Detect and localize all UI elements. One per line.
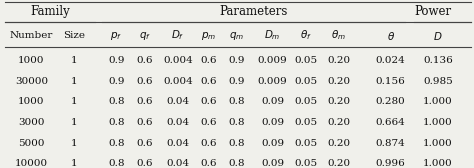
Text: 0.6: 0.6 [201, 77, 217, 86]
Text: 0.004: 0.004 [163, 77, 193, 86]
Text: 0.6: 0.6 [201, 139, 217, 148]
Text: 0.8: 0.8 [108, 118, 125, 127]
Text: 0.985: 0.985 [423, 77, 453, 86]
Text: 1.000: 1.000 [423, 159, 453, 168]
Text: $p_f$: $p_f$ [110, 30, 122, 41]
Text: 0.136: 0.136 [423, 56, 453, 65]
Text: 0.6: 0.6 [201, 97, 217, 107]
Text: 0.9: 0.9 [108, 56, 125, 65]
Text: 0.9: 0.9 [229, 77, 245, 86]
Text: 0.20: 0.20 [327, 77, 350, 86]
Text: 1000: 1000 [18, 97, 45, 107]
Text: Power: Power [415, 5, 452, 18]
Text: 0.6: 0.6 [201, 159, 217, 168]
Text: 1: 1 [71, 139, 77, 148]
Text: 0.009: 0.009 [257, 77, 287, 86]
Text: 0.156: 0.156 [376, 77, 405, 86]
Text: 1: 1 [71, 97, 77, 107]
Text: 0.05: 0.05 [294, 159, 317, 168]
Text: 0.004: 0.004 [163, 56, 193, 65]
Text: 5000: 5000 [18, 139, 45, 148]
Text: 0.9: 0.9 [229, 56, 245, 65]
Text: 0.8: 0.8 [229, 139, 245, 148]
Text: 0.6: 0.6 [137, 77, 153, 86]
Text: 10000: 10000 [15, 159, 48, 168]
Text: 0.8: 0.8 [108, 139, 125, 148]
Text: 0.8: 0.8 [229, 159, 245, 168]
Text: 0.20: 0.20 [327, 159, 350, 168]
Text: 1.000: 1.000 [423, 97, 453, 107]
Text: 0.05: 0.05 [294, 77, 317, 86]
Text: 0.20: 0.20 [327, 139, 350, 148]
Text: 1000: 1000 [18, 56, 45, 65]
Text: 0.6: 0.6 [137, 56, 153, 65]
Text: 0.024: 0.024 [376, 56, 405, 65]
Text: $D_f$: $D_f$ [171, 29, 185, 42]
Text: $\theta_f$: $\theta_f$ [300, 29, 311, 42]
Text: 0.05: 0.05 [294, 56, 317, 65]
Text: 1.000: 1.000 [423, 118, 453, 127]
Text: Size: Size [63, 31, 85, 40]
Text: 0.20: 0.20 [327, 118, 350, 127]
Text: 0.05: 0.05 [294, 97, 317, 107]
Text: 0.6: 0.6 [201, 56, 217, 65]
Text: 0.664: 0.664 [376, 118, 405, 127]
Text: 0.04: 0.04 [166, 139, 190, 148]
Text: 1: 1 [71, 118, 77, 127]
Text: 0.09: 0.09 [261, 118, 284, 127]
Text: 0.009: 0.009 [257, 56, 287, 65]
Text: 0.6: 0.6 [137, 159, 153, 168]
Text: 0.09: 0.09 [261, 159, 284, 168]
Text: 30000: 30000 [15, 77, 48, 86]
Text: 0.8: 0.8 [108, 159, 125, 168]
Text: Family: Family [30, 5, 70, 18]
Text: 0.6: 0.6 [201, 118, 217, 127]
Text: $\theta$: $\theta$ [386, 30, 395, 41]
Text: 1: 1 [71, 159, 77, 168]
Text: $D$: $D$ [433, 30, 443, 41]
Text: $D_m$: $D_m$ [264, 29, 281, 42]
Text: 0.6: 0.6 [137, 139, 153, 148]
Text: 0.20: 0.20 [327, 97, 350, 107]
Text: 0.20: 0.20 [327, 56, 350, 65]
Text: 0.6: 0.6 [137, 97, 153, 107]
Text: 0.8: 0.8 [108, 97, 125, 107]
Text: 0.05: 0.05 [294, 139, 317, 148]
Text: 0.05: 0.05 [294, 118, 317, 127]
Text: 0.9: 0.9 [108, 77, 125, 86]
Text: $\theta_m$: $\theta_m$ [331, 29, 346, 42]
Text: 1: 1 [71, 77, 77, 86]
Text: 0.280: 0.280 [376, 97, 405, 107]
Text: 1.000: 1.000 [423, 139, 453, 148]
Text: 0.04: 0.04 [166, 118, 190, 127]
Text: 0.8: 0.8 [229, 97, 245, 107]
Text: $p_m$: $p_m$ [201, 30, 216, 41]
Text: 0.09: 0.09 [261, 139, 284, 148]
Text: 0.04: 0.04 [166, 159, 190, 168]
Text: 0.996: 0.996 [376, 159, 405, 168]
Text: 0.874: 0.874 [376, 139, 405, 148]
Text: Parameters: Parameters [219, 5, 288, 18]
Text: Number: Number [10, 31, 53, 40]
Text: $q_m$: $q_m$ [229, 30, 245, 41]
Text: 3000: 3000 [18, 118, 45, 127]
Text: 0.09: 0.09 [261, 97, 284, 107]
Text: 1: 1 [71, 56, 77, 65]
Text: 0.6: 0.6 [137, 118, 153, 127]
Text: 0.04: 0.04 [166, 97, 190, 107]
Text: 0.8: 0.8 [229, 118, 245, 127]
Text: $q_f$: $q_f$ [139, 30, 151, 41]
